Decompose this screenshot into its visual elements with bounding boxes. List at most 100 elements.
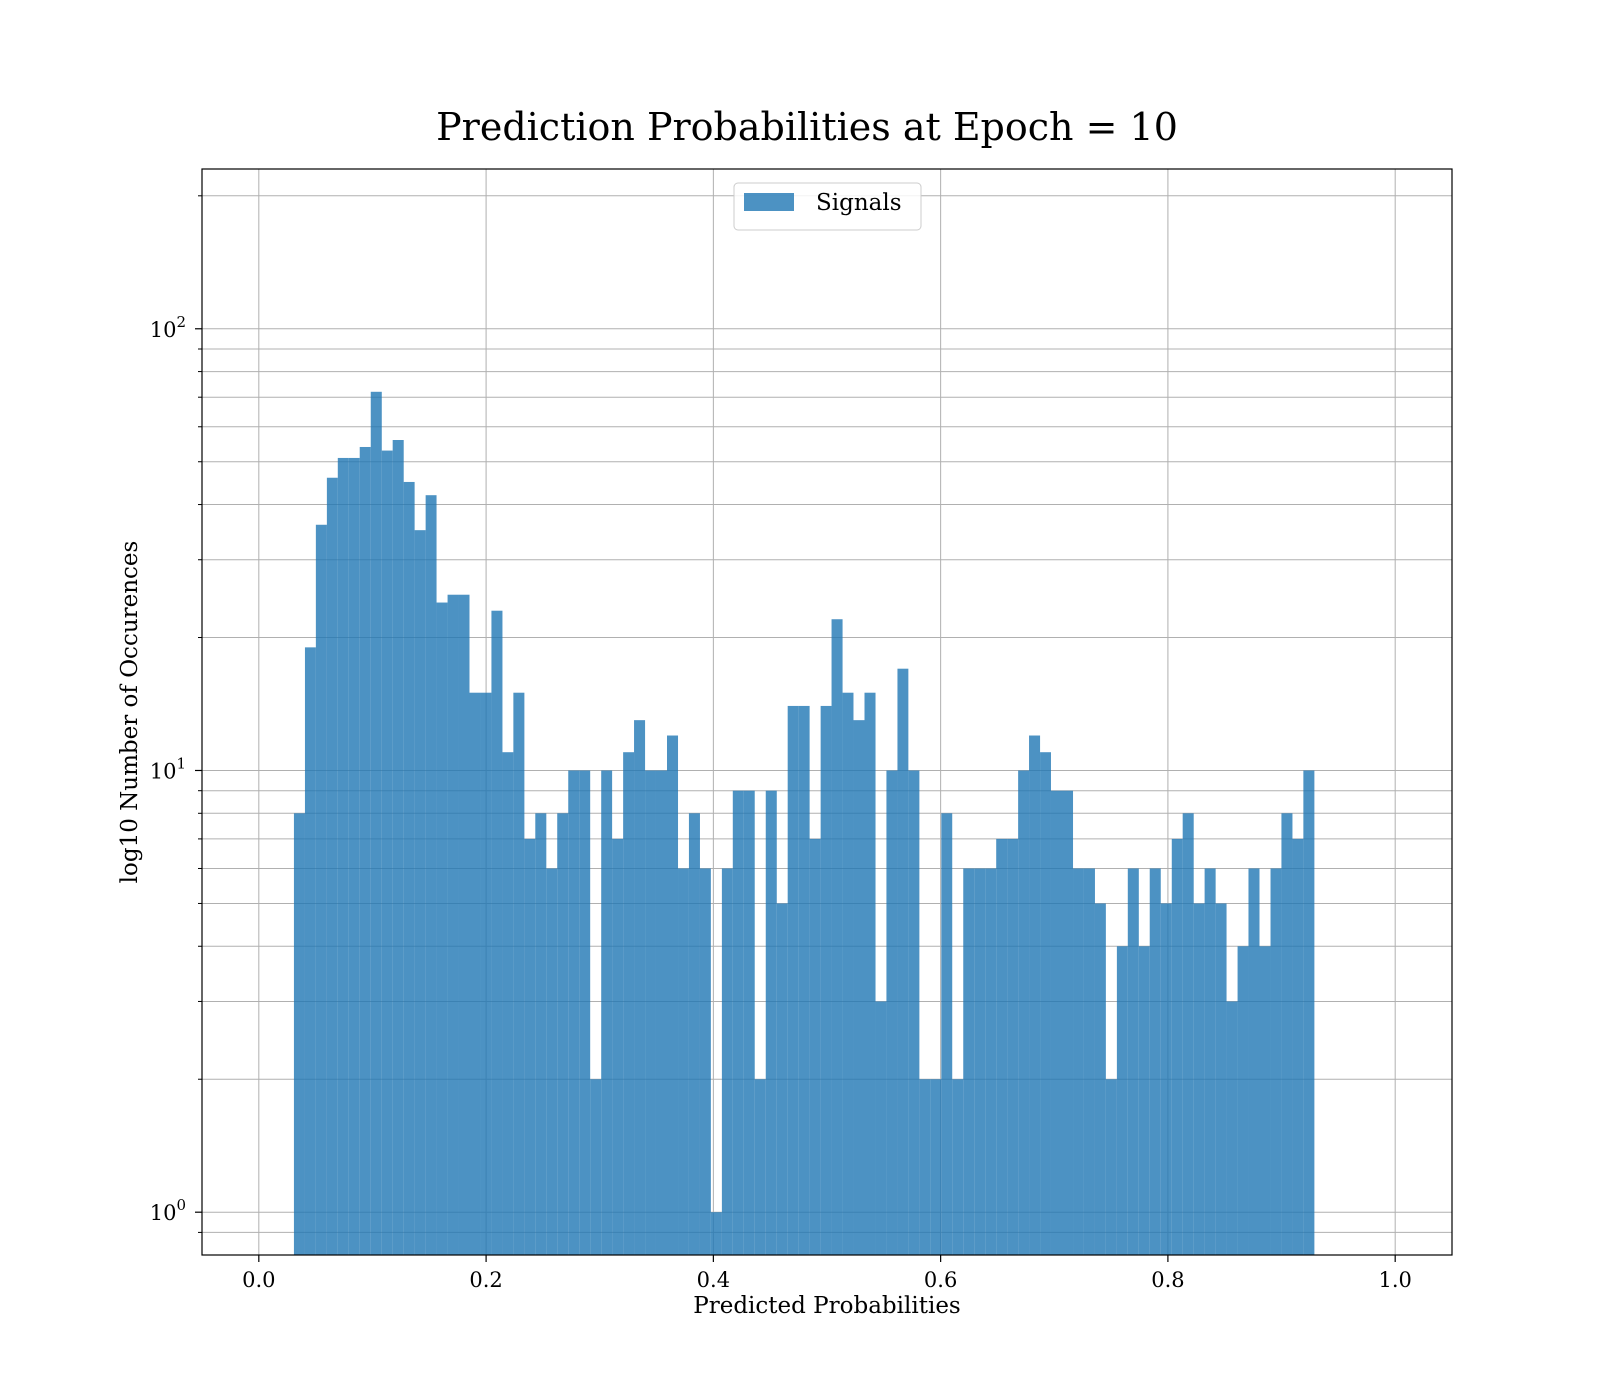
bar [634, 720, 646, 1255]
bar [732, 790, 744, 1255]
legend-swatch [744, 193, 794, 211]
bar [974, 868, 986, 1255]
bar [1226, 1001, 1238, 1255]
bar [1171, 838, 1183, 1255]
bar [1215, 903, 1227, 1255]
plot-frame [201, 168, 1453, 1256]
y-tick-label: 102 [150, 313, 186, 342]
bar [590, 1079, 602, 1255]
bar [875, 1001, 887, 1255]
bar [502, 752, 514, 1255]
bar [1029, 735, 1041, 1255]
x-tick-label: 0.6 [924, 1268, 957, 1292]
bar [612, 838, 624, 1255]
bar [535, 813, 547, 1255]
bar [941, 813, 953, 1255]
bar [480, 692, 492, 1255]
bar [710, 1212, 722, 1255]
y-tick-label: 101 [150, 754, 186, 783]
bar [908, 770, 920, 1255]
bar [1193, 903, 1205, 1255]
bar [919, 1079, 931, 1255]
bar [897, 668, 909, 1255]
bar [699, 868, 711, 1255]
bar [546, 868, 558, 1255]
bar [513, 692, 525, 1255]
bar [1237, 946, 1249, 1255]
y-axis-label: log10 Number of Occurences [117, 541, 143, 884]
bar [1007, 838, 1019, 1255]
bar [348, 457, 360, 1255]
bar [831, 619, 843, 1255]
bar [436, 602, 448, 1255]
bar [370, 391, 382, 1256]
bar [1073, 868, 1084, 1255]
bar [798, 705, 810, 1255]
bar [820, 705, 832, 1255]
bar [1303, 770, 1315, 1255]
x-tick-label: 0.4 [697, 1268, 730, 1292]
bar [1062, 790, 1074, 1255]
bar [1094, 903, 1106, 1255]
bar [557, 813, 569, 1255]
bars [293, 391, 1315, 1256]
bar [568, 770, 580, 1255]
bar [930, 1079, 942, 1255]
x-axis-label: Predicted Probabilities [693, 1293, 961, 1319]
bar [985, 868, 997, 1255]
bar [447, 594, 459, 1255]
bar [1083, 868, 1095, 1255]
bar [1149, 868, 1161, 1255]
bar [1281, 813, 1293, 1255]
bar [304, 647, 316, 1255]
bar [1292, 838, 1304, 1255]
bar [1116, 946, 1128, 1255]
bar [1270, 868, 1282, 1255]
bar [678, 868, 689, 1255]
bar [1182, 813, 1194, 1255]
bar [491, 610, 503, 1255]
bar [963, 868, 975, 1255]
bar [1160, 903, 1172, 1255]
bar [381, 450, 393, 1255]
bar [1018, 770, 1030, 1255]
bar [754, 1079, 766, 1255]
bar [787, 705, 799, 1255]
bar [315, 524, 327, 1255]
x-tick-label: 0.8 [1151, 1268, 1184, 1292]
bar [1105, 1079, 1117, 1255]
bar [776, 903, 788, 1255]
bar [293, 813, 305, 1255]
bar [952, 1079, 964, 1255]
bar [721, 868, 733, 1255]
bar [667, 735, 679, 1255]
bar [337, 457, 349, 1255]
legend-label: Signals [816, 190, 902, 216]
bar [886, 770, 898, 1255]
bar [623, 752, 635, 1255]
bar [601, 770, 613, 1255]
x-tick-label: 0.0 [242, 1268, 275, 1292]
bar [655, 770, 667, 1255]
bar [743, 790, 755, 1255]
y-tick-label: 100 [150, 1196, 186, 1225]
bar [1040, 752, 1051, 1255]
chart-title: Prediction Probabilities at Epoch = 10 [436, 105, 1178, 149]
bar [524, 838, 536, 1255]
bar [469, 692, 481, 1255]
bar [579, 770, 591, 1255]
bar [1248, 868, 1260, 1255]
bar [326, 477, 338, 1256]
bar [809, 838, 821, 1255]
bar [842, 692, 854, 1255]
bar [1138, 946, 1150, 1255]
bar [996, 838, 1008, 1255]
bar [1259, 946, 1271, 1255]
bar [1050, 790, 1062, 1255]
bar [425, 495, 437, 1255]
bar [458, 594, 470, 1255]
bar [414, 530, 426, 1255]
legend: Signals [733, 182, 922, 231]
